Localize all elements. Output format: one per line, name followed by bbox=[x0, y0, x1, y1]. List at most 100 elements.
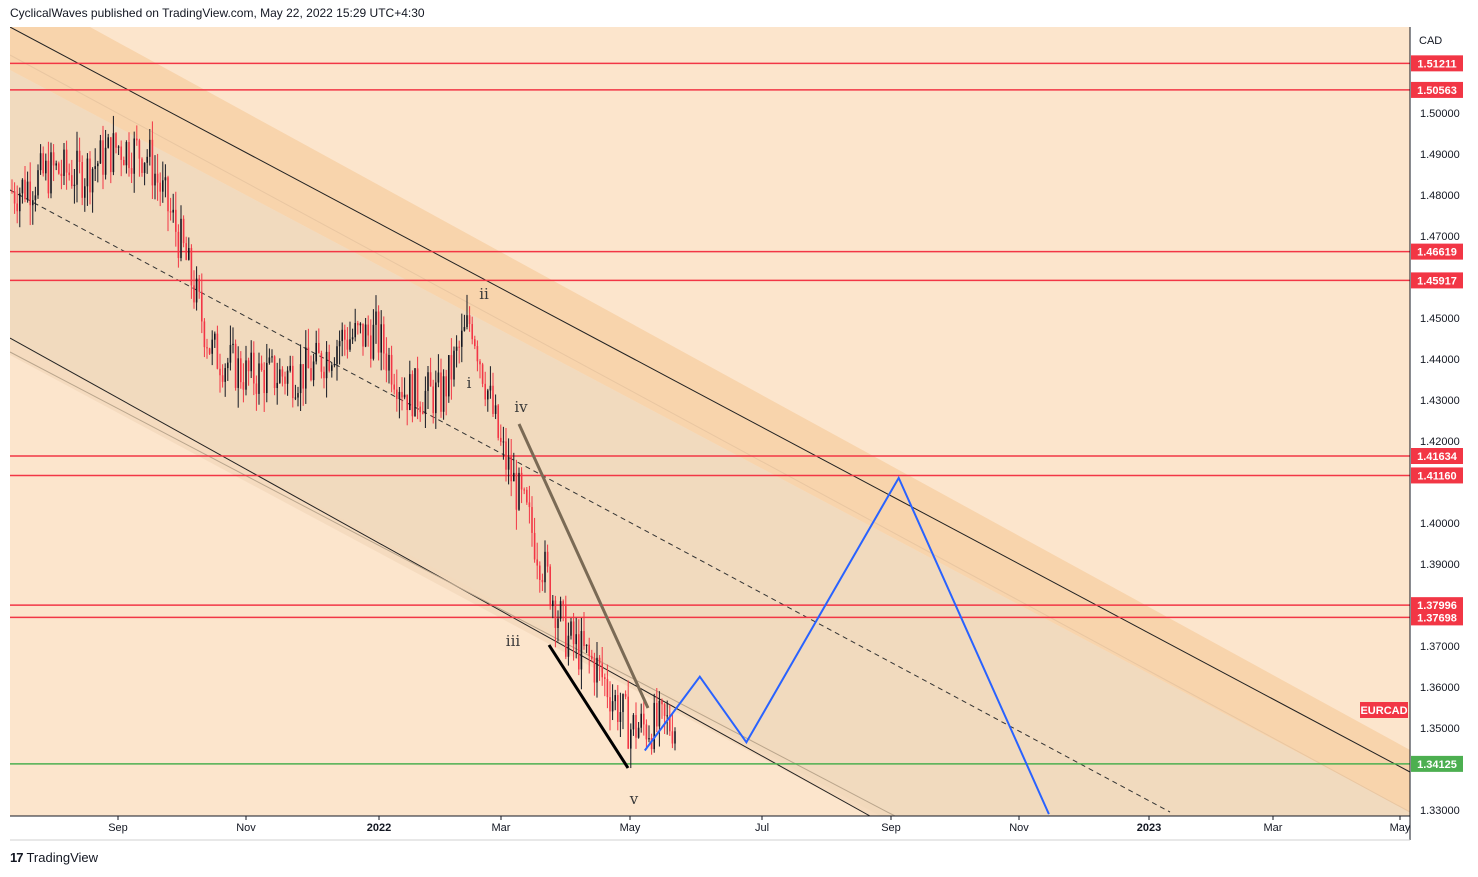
candle-body bbox=[112, 133, 115, 173]
candle-body bbox=[609, 697, 611, 712]
candle-body bbox=[661, 700, 663, 705]
candle-body bbox=[68, 172, 70, 176]
candle-body bbox=[448, 355, 450, 397]
candle-body bbox=[427, 372, 429, 391]
wave-trendline-gray bbox=[517, 423, 650, 709]
candle-body bbox=[653, 702, 655, 750]
candle-body bbox=[237, 358, 239, 388]
candle-body bbox=[279, 369, 281, 383]
x-tick-3: Mar bbox=[492, 822, 511, 834]
candle-body bbox=[208, 348, 211, 354]
candle-body bbox=[229, 344, 232, 363]
candle-body bbox=[221, 375, 224, 382]
candle-body bbox=[206, 347, 208, 349]
candle-body bbox=[234, 343, 237, 388]
tradingview-footer[interactable]: 17 TradingView bbox=[10, 850, 98, 865]
candle-body bbox=[671, 731, 674, 744]
candle-body bbox=[297, 393, 299, 398]
symbol-tag-text: EURCAD bbox=[1360, 705, 1407, 717]
tradingview-logo-icon: 17 bbox=[10, 850, 24, 865]
candle-body bbox=[182, 218, 185, 244]
candle-body bbox=[60, 173, 63, 176]
candle-body bbox=[500, 437, 502, 442]
candle-body bbox=[437, 372, 440, 383]
y-tick-12: 1.35000 bbox=[1420, 723, 1460, 735]
candle-body bbox=[630, 729, 632, 749]
candle-body bbox=[640, 713, 642, 728]
candle-body bbox=[461, 330, 463, 347]
price-tag-0 bbox=[1411, 55, 1463, 72]
candle-body bbox=[162, 180, 164, 192]
candle-body bbox=[84, 186, 86, 198]
channel-upper-line bbox=[10, 27, 1410, 773]
candle-body bbox=[372, 324, 375, 359]
candle-body bbox=[299, 364, 302, 394]
candle-body bbox=[585, 644, 588, 647]
price-tag-1 bbox=[1411, 81, 1463, 98]
candle-body bbox=[318, 342, 320, 354]
candle-body bbox=[320, 353, 323, 372]
candle-body bbox=[552, 600, 554, 607]
candle-body bbox=[138, 140, 141, 159]
candle-body bbox=[435, 382, 437, 414]
candle-body bbox=[45, 160, 47, 174]
candle-body bbox=[214, 333, 216, 340]
candle-body bbox=[42, 153, 44, 174]
candle-body bbox=[63, 149, 65, 176]
candle-body bbox=[614, 695, 616, 702]
candle-body bbox=[406, 394, 408, 410]
candle-body bbox=[286, 370, 289, 384]
x-tick-6: Sep bbox=[881, 822, 901, 834]
candle-body bbox=[315, 342, 317, 362]
candle-body bbox=[442, 376, 445, 412]
candle-body bbox=[91, 168, 94, 193]
candle-body bbox=[510, 456, 512, 482]
candle-body bbox=[523, 489, 525, 491]
candle-body bbox=[450, 355, 453, 380]
candle-body bbox=[167, 177, 169, 212]
candle-body bbox=[453, 350, 455, 380]
candle-body bbox=[34, 195, 37, 201]
candle-body bbox=[409, 374, 411, 410]
price-tag-5 bbox=[1411, 467, 1463, 484]
y-tick-6: 1.43000 bbox=[1420, 395, 1460, 407]
candle-body bbox=[424, 390, 427, 414]
candle-body bbox=[273, 356, 276, 389]
candle-body bbox=[39, 153, 42, 171]
candle-body bbox=[201, 291, 203, 322]
candle-body bbox=[268, 357, 271, 363]
wave-label-iii: iii bbox=[506, 632, 521, 650]
candle-body bbox=[580, 631, 583, 670]
candle-body bbox=[476, 346, 479, 362]
wave-label-ii: ii bbox=[479, 285, 489, 303]
x-tick-1: Nov bbox=[236, 822, 256, 834]
candle-body bbox=[159, 182, 161, 192]
candle-body bbox=[637, 727, 640, 738]
candle-body bbox=[242, 382, 245, 390]
candle-body bbox=[13, 191, 16, 204]
candle-body bbox=[141, 158, 143, 173]
wave-label-v: v bbox=[629, 790, 639, 808]
candle-body bbox=[663, 704, 666, 716]
wave-label-i: i bbox=[467, 374, 472, 392]
candle-body bbox=[513, 472, 515, 482]
candle-body bbox=[505, 441, 507, 470]
candle-body bbox=[526, 489, 528, 503]
candle-body bbox=[260, 363, 263, 370]
candle-body bbox=[19, 193, 21, 212]
candle-body bbox=[102, 140, 104, 175]
candle-body bbox=[305, 347, 307, 389]
candle-body bbox=[50, 152, 52, 194]
candle-body bbox=[645, 724, 648, 740]
candle-body bbox=[232, 343, 234, 345]
candle-body bbox=[258, 363, 260, 394]
candle-body bbox=[331, 365, 333, 371]
candle-body bbox=[65, 149, 68, 173]
candle-body bbox=[507, 456, 510, 470]
candle-body bbox=[570, 621, 572, 636]
price-tag-2 bbox=[1411, 243, 1463, 260]
candle-body bbox=[188, 247, 190, 260]
projection-path bbox=[643, 475, 1050, 815]
candle-body bbox=[24, 179, 26, 200]
